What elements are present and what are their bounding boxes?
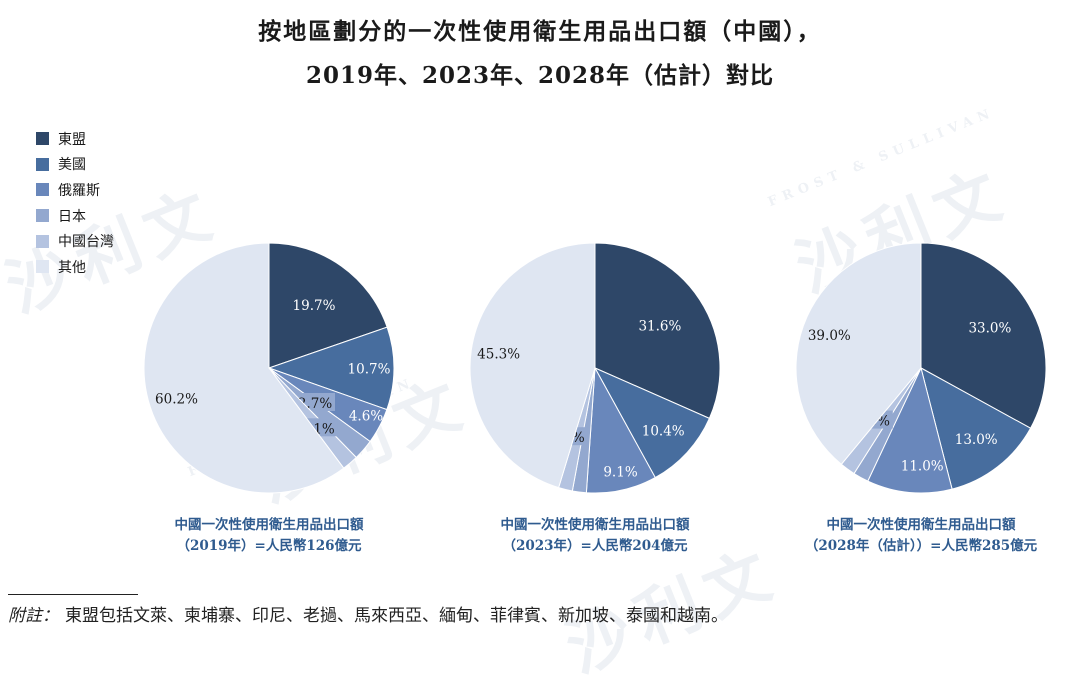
pie-chart: 19.7%10.7%4.6%2.7%2.1%60.2% bbox=[143, 242, 395, 494]
pie-slice bbox=[267, 326, 395, 411]
pie-slice bbox=[920, 367, 1032, 490]
slice-label: 39.0% bbox=[808, 328, 851, 344]
slice-label: 13.0% bbox=[955, 432, 998, 448]
slice-label: 9.1% bbox=[603, 465, 637, 481]
footnote: 附註： 東盟包括文萊、柬埔寨、印尼、老撾、馬來西亞、緬甸、菲律賓、新加坡、泰國和越… bbox=[8, 601, 728, 626]
chart-title: 按地區劃分的一次性使用衛生用品出口額（中國）， bbox=[258, 18, 822, 45]
legend-label: 中國台灣 bbox=[58, 234, 114, 251]
slice-label: 11.0% bbox=[901, 458, 944, 474]
pie-slice bbox=[867, 366, 953, 494]
slice-label: 19.7% bbox=[293, 298, 336, 314]
pie-caption-2028: 中國一次性使用衛生用品出口額 （2028年（估計））=人民幣285億元 bbox=[781, 515, 1061, 557]
footnote-divider bbox=[8, 594, 138, 595]
pie-slice bbox=[469, 242, 596, 489]
legend-item: 其他 bbox=[36, 254, 114, 280]
slice-label: 10.7% bbox=[348, 361, 391, 377]
legend-label: 美國 bbox=[58, 157, 86, 174]
caption-line: （2028年（估計））=人民幣285億元 bbox=[804, 538, 1038, 554]
caption-line: 中國一次性使用衛生用品出口額 bbox=[826, 517, 1016, 533]
legend: 東盟 美國 俄羅斯 日本 中國台灣 其他 bbox=[36, 126, 114, 280]
legend-swatch bbox=[36, 132, 49, 146]
footnote-label: 附註： bbox=[8, 606, 59, 626]
legend-swatch bbox=[36, 260, 49, 274]
legend-item: 俄羅斯 bbox=[36, 177, 114, 203]
pie-slice bbox=[594, 242, 721, 420]
pie-caption-2023: 中國一次性使用衛生用品出口額 （2023年）=人民幣204億元 bbox=[455, 515, 735, 557]
pie-slice bbox=[268, 242, 388, 369]
legend-swatch bbox=[36, 209, 49, 223]
slice-label: 33.0% bbox=[968, 320, 1011, 336]
legend-label: 其他 bbox=[58, 259, 86, 276]
pie-charts: 19.7%10.7%4.6%2.7%2.1%60.2%31.6%10.4%9.1… bbox=[143, 242, 1047, 494]
legend-item: 中國台灣 bbox=[36, 228, 114, 254]
legend-item: 東盟 bbox=[36, 126, 114, 152]
pie-slice bbox=[920, 242, 1047, 429]
pie-slice bbox=[143, 242, 345, 494]
pie-slice bbox=[593, 366, 711, 479]
legend-label: 俄羅斯 bbox=[58, 182, 100, 199]
slice-label: 45.3% bbox=[477, 347, 520, 363]
legend-label: 日本 bbox=[58, 208, 86, 225]
slice-label: 10.4% bbox=[642, 424, 685, 440]
caption-line: （2019年）=人民幣126億元 bbox=[176, 538, 362, 554]
legend-swatch bbox=[36, 234, 49, 248]
pie-slice bbox=[795, 242, 922, 466]
caption-line: 中國一次性使用衛生用品出口額 bbox=[174, 517, 364, 533]
slice-label: 31.6% bbox=[638, 319, 681, 335]
caption-line: 中國一次性使用衛生用品出口額 bbox=[500, 517, 690, 533]
legend-swatch bbox=[36, 183, 49, 197]
legend-swatch bbox=[36, 157, 49, 171]
legend-item: 日本 bbox=[36, 203, 114, 229]
caption-line: （2023年）=人民幣204億元 bbox=[502, 538, 688, 554]
slice-label: 4.6% bbox=[349, 409, 383, 425]
pie-caption-2019: 中國一次性使用衛生用品出口額 （2019年）=人民幣126億元 bbox=[129, 515, 409, 557]
chart-subtitle: 2019年、2023年、2028年（估計）對比 bbox=[305, 62, 775, 89]
legend-item: 美國 bbox=[36, 152, 114, 178]
slice-label: 60.2% bbox=[155, 392, 198, 408]
pie-chart: 33.0%13.0%11.0%2.0%2.0%39.0% bbox=[795, 242, 1047, 494]
legend-label: 東盟 bbox=[58, 131, 86, 148]
pie-chart: 31.6%10.4%9.1%1.8%1.8%45.3% bbox=[469, 242, 721, 494]
footnote-text: 東盟包括文萊、柬埔寨、印尼、老撾、馬來西亞、緬甸、菲律賓、新加坡、泰國和越南。 bbox=[65, 606, 728, 626]
